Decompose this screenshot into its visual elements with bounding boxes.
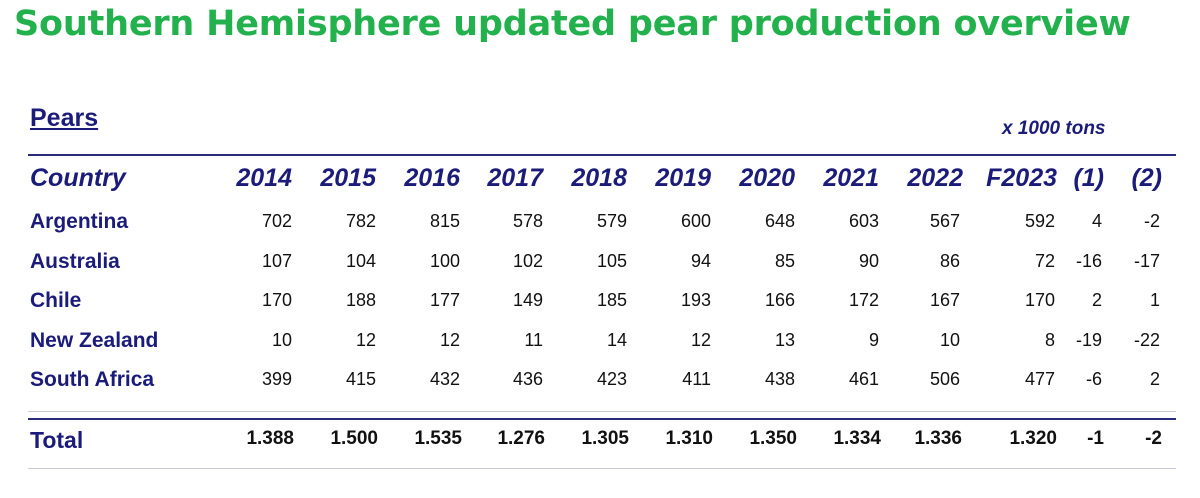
table-cell: -19 [1075, 330, 1102, 350]
column-header: 2020 [739, 164, 795, 192]
table-cell: 193 [680, 290, 711, 310]
table-cell: 12 [690, 330, 711, 350]
separator-thin [28, 411, 1176, 412]
total-cell: 1.500 [330, 428, 378, 449]
table-cell: 86 [939, 251, 960, 271]
column-header: F2023 [986, 164, 1057, 192]
table-cell: 90 [858, 251, 879, 271]
total-cell: -2 [1145, 428, 1162, 449]
table-cell: 85 [774, 251, 795, 271]
table-cell: 600 [680, 211, 711, 231]
table-cell: 1 [1149, 290, 1160, 310]
table-cell: 10 [271, 330, 292, 350]
table-cell: 104 [345, 251, 376, 271]
table-cell: -22 [1133, 330, 1160, 350]
table-cell: 14 [606, 330, 627, 350]
table-cell: 432 [429, 369, 460, 389]
table-cell: 4 [1091, 211, 1102, 231]
column-header: 2015 [320, 164, 376, 192]
column-header: 2018 [571, 164, 627, 192]
table-cell: 438 [764, 369, 795, 389]
table-cell: -16 [1075, 251, 1102, 271]
total-cell: 1.276 [497, 428, 545, 449]
table-cell: 167 [929, 290, 960, 310]
total-cell: 1.320 [1009, 428, 1057, 449]
table-cell: 12 [355, 330, 376, 350]
total-cell: 1.310 [665, 428, 713, 449]
total-label: Total [30, 427, 84, 453]
table-cell: 2 [1091, 290, 1102, 310]
table-cell: 411 [682, 369, 711, 389]
table-cell: 9 [868, 330, 879, 350]
section-heading: Pears [30, 104, 99, 132]
column-header: 2016 [404, 164, 460, 192]
table-cell: 423 [596, 369, 627, 389]
table-cell: 149 [512, 290, 543, 310]
table-cell: 10 [939, 330, 960, 350]
column-header: (1) [1073, 164, 1104, 192]
total-cell: 1.334 [833, 428, 881, 449]
column-header: 2017 [487, 164, 543, 192]
table-cell: 172 [848, 290, 879, 310]
total-cell: -1 [1087, 428, 1104, 449]
table-cell: 648 [764, 211, 795, 231]
table-cell: 592 [1024, 211, 1055, 231]
table-cell: 782 [345, 211, 376, 231]
column-header: 2019 [655, 164, 711, 192]
column-header: 2014 [236, 164, 292, 192]
table-cell: -17 [1133, 251, 1160, 271]
table-cell: 170 [261, 290, 292, 310]
table-cell: 477 [1024, 369, 1055, 389]
total-cell: 1.336 [914, 428, 962, 449]
total-cell: 1.535 [414, 428, 462, 449]
separator-thick [28, 418, 1176, 420]
page-title: Southern Hemisphere updated pear product… [14, 4, 1131, 44]
table-cell: 702 [261, 211, 292, 231]
table-cell: 107 [261, 251, 292, 271]
table-cell: 399 [261, 369, 292, 389]
table-cell: 12 [439, 330, 460, 350]
table-cell: 815 [429, 211, 460, 231]
table-cell: 8 [1044, 330, 1055, 350]
table-cell: 105 [596, 251, 627, 271]
table-cell: 177 [429, 290, 460, 310]
table-cell: 188 [345, 290, 376, 310]
column-header-country: Country [30, 164, 126, 192]
row-country-label: New Zealand [30, 329, 159, 352]
table-cell: 102 [512, 251, 543, 271]
table-cell: 72 [1034, 251, 1055, 271]
table-cell: 415 [345, 369, 376, 389]
table-cell: 100 [429, 251, 460, 271]
table-cell: 166 [764, 290, 795, 310]
table-cell: 2 [1149, 369, 1160, 389]
total-cell: 1.388 [246, 428, 294, 449]
table-cell: 578 [512, 211, 543, 231]
total-cell: 1.305 [581, 428, 629, 449]
header-rule [28, 154, 1176, 156]
table-cell: 461 [848, 369, 879, 389]
table-cell: 436 [512, 369, 543, 389]
column-header: 2022 [907, 164, 963, 192]
total-cell: 1.350 [749, 428, 797, 449]
footer-rule [28, 468, 1176, 469]
table-cell: 185 [596, 290, 627, 310]
table-cell: 13 [774, 330, 795, 350]
row-country-label: Argentina [30, 210, 129, 233]
table-cell: 506 [929, 369, 960, 389]
table-cell: 170 [1024, 290, 1055, 310]
table-cell: 94 [690, 251, 711, 271]
units-label: x 1000 tons [1002, 118, 1106, 139]
table-cell: 567 [929, 211, 960, 231]
table-cell: 579 [596, 211, 627, 231]
column-header: (2) [1131, 164, 1162, 192]
row-country-label: South Africa [30, 368, 155, 391]
row-country-label: Chile [30, 289, 82, 312]
table-cell: -2 [1143, 211, 1160, 231]
table-cell: 11 [524, 330, 543, 350]
row-country-label: Australia [30, 250, 120, 273]
table-cell: -6 [1085, 369, 1102, 389]
column-header: 2021 [823, 164, 879, 192]
table-cell: 603 [848, 211, 879, 231]
